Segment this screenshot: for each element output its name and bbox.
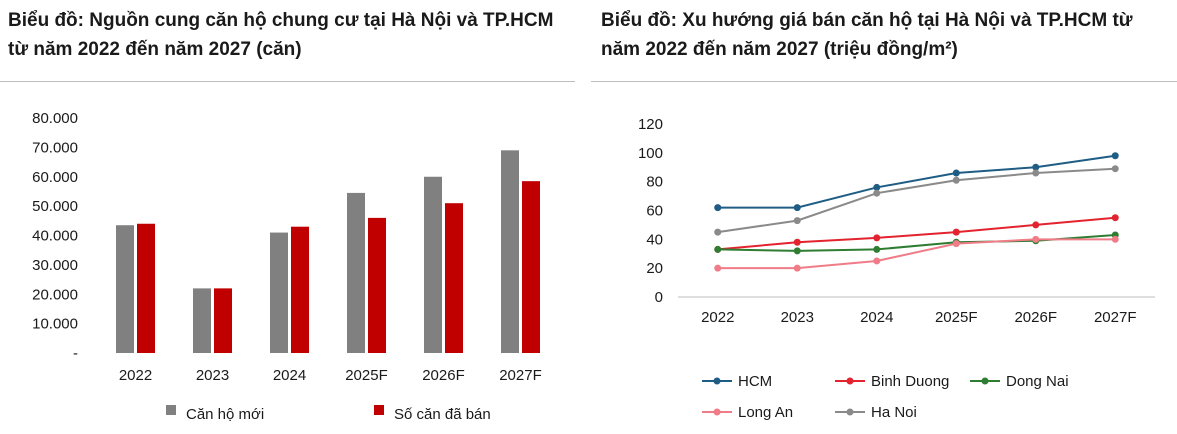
bar-so-can-da-ban-2022: [137, 223, 155, 353]
point-hcm-2027F: [1111, 152, 1119, 160]
bar-can-ho-moi-2022: [116, 225, 134, 353]
legend-label: Dong Nai: [1006, 373, 1069, 390]
x-tick-label: 2027F: [1094, 309, 1137, 326]
x-tick-label: 2026F: [422, 367, 465, 384]
x-tick-label: 2024: [860, 309, 893, 326]
x-tick-label: 2023: [196, 367, 229, 384]
point-ha-noi-2023: [793, 217, 801, 225]
point-hcm-2024: [873, 183, 881, 191]
y-tick-label: -: [73, 345, 78, 362]
point-dong-nai-2023: [793, 247, 801, 255]
point-long-an-2022: [714, 264, 722, 272]
legend-label: Long An: [738, 404, 793, 421]
x-tick-label: 2024: [273, 367, 306, 384]
divider-left: [0, 81, 575, 82]
legend-label: Số căn đã bán: [394, 406, 491, 423]
bar-can-ho-moi-2026F: [424, 176, 442, 353]
point-binh-duong-2023: [793, 238, 801, 246]
bar-so-can-da-ban-2026F: [445, 203, 463, 353]
x-tick-label: 2022: [701, 309, 734, 326]
point-long-an-2026F: [1032, 235, 1040, 243]
y-tick-label: 60.000: [32, 169, 78, 186]
bar-so-can-da-ban-2023: [214, 288, 232, 353]
y-tick-label: 100: [638, 145, 663, 162]
y-tick-label: 0: [655, 289, 663, 306]
point-binh-duong-2025F: [952, 228, 960, 236]
point-hcm-2022: [714, 204, 722, 212]
legend-marker: [981, 377, 989, 385]
y-tick-label: 40.000: [32, 228, 78, 245]
point-long-an-2023: [793, 264, 801, 272]
point-ha-noi-2027F: [1111, 165, 1119, 173]
point-dong-nai-2022: [714, 245, 722, 253]
x-tick-label: 2025F: [345, 367, 388, 384]
series-line-ha-noi: [717, 167, 1116, 234]
legend-label: Ha Noi: [871, 404, 917, 421]
point-long-an-2024: [873, 257, 881, 265]
legend-marker: [846, 377, 854, 385]
point-long-an-2027F: [1111, 235, 1119, 243]
x-tick-label: 2026F: [1014, 309, 1057, 326]
point-ha-noi-2024: [873, 189, 881, 197]
point-hcm-2023: [793, 204, 801, 212]
point-hcm-2026F: [1032, 163, 1040, 171]
point-binh-duong-2026F: [1032, 221, 1040, 229]
bar-so-can-da-ban-2025F: [368, 217, 386, 353]
y-tick-label: 20: [646, 260, 663, 277]
point-binh-duong-2027F: [1111, 214, 1119, 222]
y-tick-label: 70.000: [32, 139, 78, 156]
x-tick-label: 2022: [119, 367, 152, 384]
point-ha-noi-2025F: [952, 176, 960, 184]
legend-label: HCM: [738, 373, 772, 390]
y-tick-label: 60: [646, 203, 663, 220]
bar-chart-title: Biểu đồ: Nguồn cung căn hộ chung cư tại …: [8, 10, 554, 60]
bar-can-ho-moi-2023: [193, 288, 211, 353]
divider-right: [591, 81, 1177, 82]
legend-label: Binh Duong: [871, 373, 949, 390]
series-line-hcm: [717, 154, 1116, 209]
legend-marker: [846, 408, 854, 416]
point-ha-noi-2022: [714, 228, 722, 236]
y-tick-label: 50.000: [32, 198, 78, 215]
legend-marker: [713, 408, 721, 416]
line-chart: 0 20 40 60 80 100 120 2022 2023 2024 2025F 2026F 202…: [638, 116, 1155, 421]
y-tick-label: 80: [646, 174, 663, 191]
x-tick-label: 2023: [781, 309, 814, 326]
point-hcm-2025F: [952, 169, 960, 177]
y-tick-label: 80.000: [32, 110, 78, 127]
legend-swatch: [374, 405, 384, 415]
legend-marker: [713, 377, 721, 385]
point-ha-noi-2026F: [1032, 169, 1040, 177]
y-tick-label: 30.000: [32, 257, 78, 274]
legend-swatch: [166, 405, 176, 415]
line-chart-title: Biểu đồ: Xu hướng giá bán căn hộ tại Hà …: [601, 10, 1133, 60]
bar-can-ho-moi-2027F: [501, 150, 519, 353]
series-line-dong-nai: [717, 234, 1116, 252]
point-long-an-2025F: [952, 240, 960, 248]
y-tick-label: 40: [646, 231, 663, 248]
x-tick-label: 2027F: [499, 367, 542, 384]
y-tick-label: 120: [638, 116, 663, 133]
point-dong-nai-2024: [873, 245, 881, 253]
bar-can-ho-moi-2025F: [347, 192, 365, 353]
series-line-binh-duong: [717, 216, 1116, 251]
bar-chart: - 10.000 20.000 30.000 40.000 50.000 60.000 70.…: [32, 110, 542, 423]
bar-so-can-da-ban-2024: [291, 226, 309, 353]
bar-can-ho-moi-2024: [270, 232, 288, 353]
y-tick-label: 10.000: [32, 316, 78, 333]
y-tick-label: 20.000: [32, 286, 78, 303]
legend-label: Căn hộ mới: [186, 406, 264, 423]
series-line-long-an: [717, 238, 1116, 270]
point-binh-duong-2024: [873, 234, 881, 242]
bar-so-can-da-ban-2027F: [522, 181, 540, 353]
x-tick-label: 2025F: [935, 309, 978, 326]
